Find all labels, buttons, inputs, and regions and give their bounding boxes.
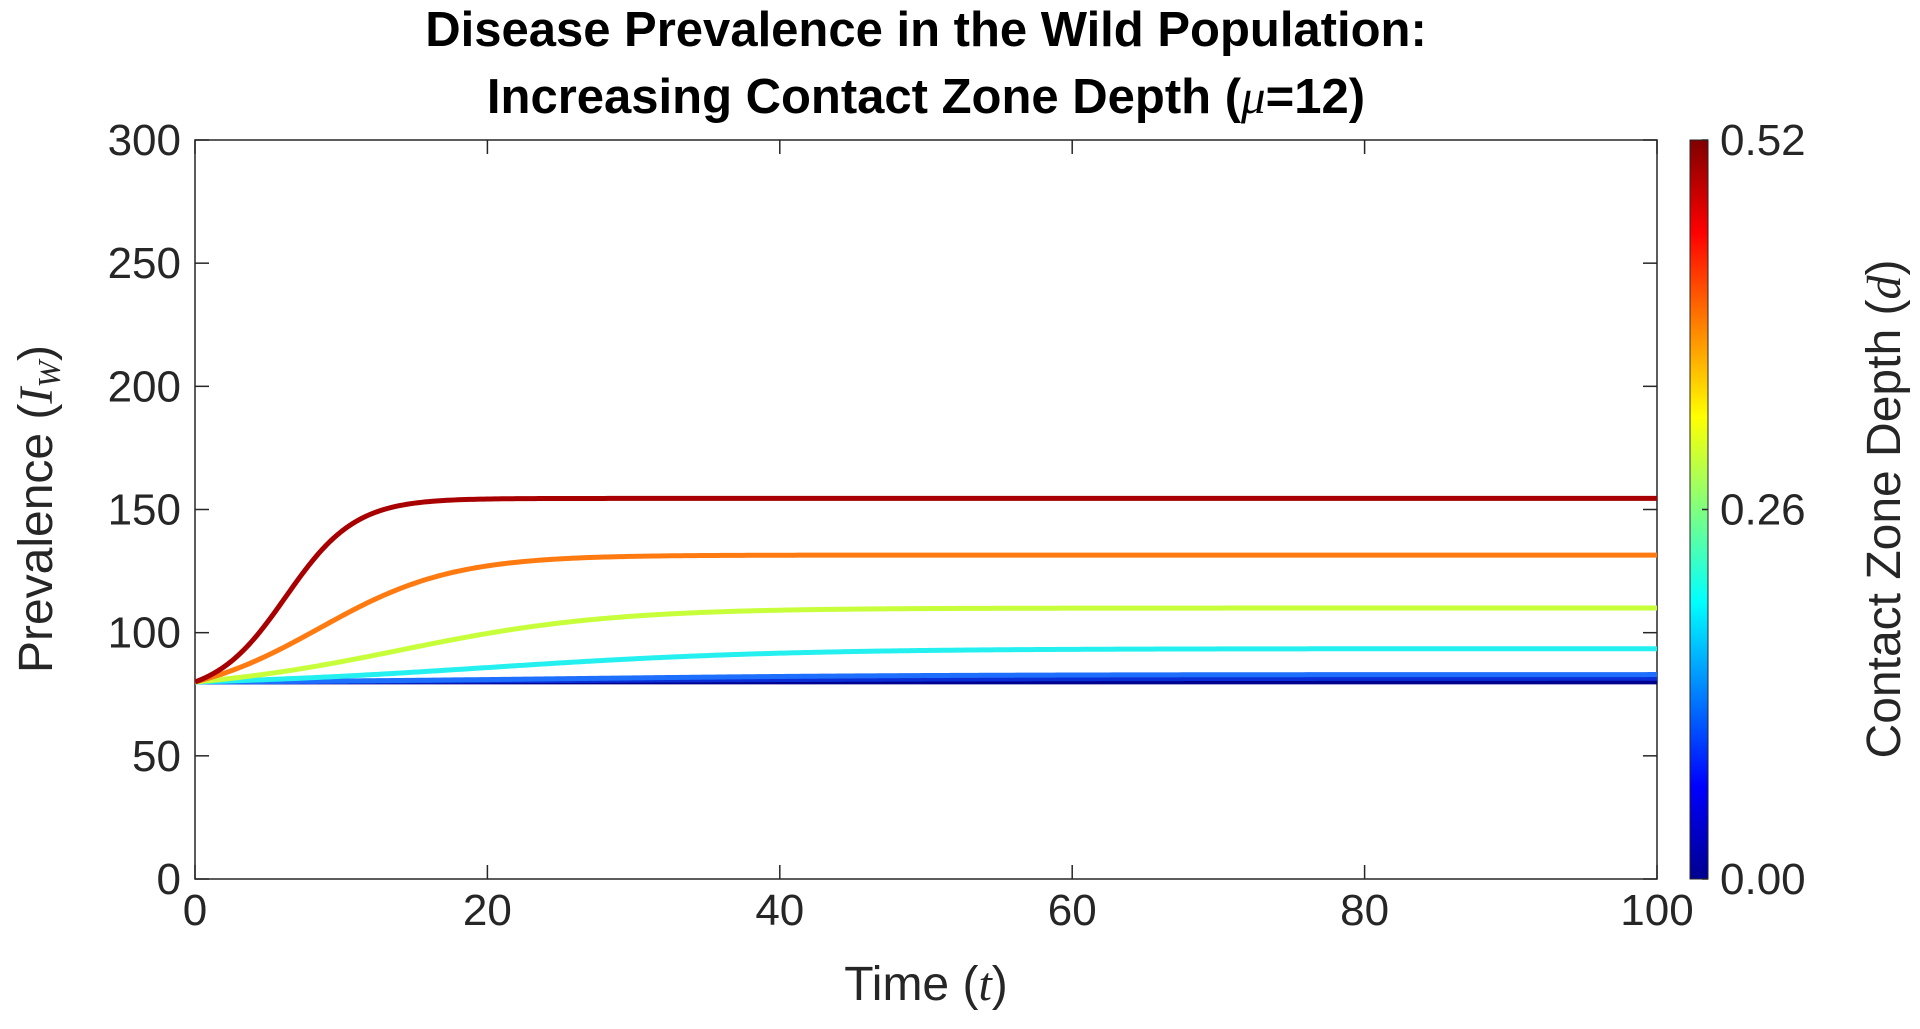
colorbar-label: Contact Zone Depth (d) bbox=[1858, 260, 1911, 759]
y-tick-label: 50 bbox=[132, 732, 181, 781]
x-tick-label: 20 bbox=[463, 886, 512, 935]
x-tick-labels: 0 20 40 60 80 100 bbox=[183, 886, 1694, 935]
colorbar-tick-label: 0.00 bbox=[1720, 855, 1806, 904]
y-tick-label: 200 bbox=[108, 362, 181, 411]
series-line-d=0.42 bbox=[195, 552, 1657, 685]
x-axis-label-close: ) bbox=[992, 958, 1008, 1011]
colorbar-tick-label: 0.52 bbox=[1720, 116, 1806, 165]
plot-area bbox=[194, 139, 1658, 880]
colorbar-variable: d bbox=[1858, 275, 1911, 300]
x-axis-label: Time (t) bbox=[844, 958, 1008, 1011]
series-line-d=0.10 bbox=[195, 672, 1657, 685]
x-tick-label: 40 bbox=[755, 886, 804, 935]
series-lines bbox=[195, 495, 1657, 685]
x-tick-label: 100 bbox=[1620, 886, 1693, 935]
chart-title-line1: Disease Prevalence in the Wild Populatio… bbox=[425, 3, 1427, 57]
x-axis-label-text: Time ( bbox=[844, 958, 978, 1011]
y-axis-label-text: Prevalence ( bbox=[10, 404, 63, 673]
series-line-d=0.52 bbox=[195, 495, 1657, 685]
y-tick-label: 100 bbox=[108, 609, 181, 658]
title-mu-symbol: μ bbox=[1240, 69, 1266, 124]
y-axis-variable: I bbox=[10, 386, 63, 405]
y-tick-label: 0 bbox=[157, 855, 181, 904]
y-tick-label: 300 bbox=[108, 116, 181, 165]
title-prefix: Increasing Contact Zone Depth ( bbox=[487, 70, 1242, 124]
chart-title-line2: Increasing Contact Zone Depth (μ=12) bbox=[487, 69, 1365, 124]
x-tick-label: 60 bbox=[1048, 886, 1097, 935]
colorbar-tick-label: 0.26 bbox=[1720, 486, 1806, 535]
colorbar-ticks: 0.00 0.26 0.52 bbox=[1702, 116, 1806, 904]
axis-tick-marks bbox=[194, 139, 1658, 880]
colorbar-label-close: ) bbox=[1858, 260, 1911, 276]
x-axis-variable: t bbox=[978, 958, 993, 1011]
y-tick-labels: 0 50 100 150 200 250 300 bbox=[108, 116, 181, 904]
y-tick-label: 150 bbox=[108, 486, 181, 535]
series-line-d=0.20 bbox=[195, 646, 1657, 685]
x-tick-label: 80 bbox=[1340, 886, 1389, 935]
y-tick-label: 250 bbox=[108, 239, 181, 288]
y-axis-label-close: ) bbox=[10, 345, 63, 361]
series-line-d=0.31 bbox=[195, 605, 1657, 685]
y-axis-label: Prevalence (IW) bbox=[10, 345, 67, 673]
y-axis-variable-subscript: W bbox=[31, 358, 67, 388]
colorbar-label-text: Contact Zone Depth ( bbox=[1858, 300, 1911, 759]
x-tick-label: 0 bbox=[183, 886, 207, 935]
title-suffix: =12) bbox=[1266, 70, 1365, 124]
